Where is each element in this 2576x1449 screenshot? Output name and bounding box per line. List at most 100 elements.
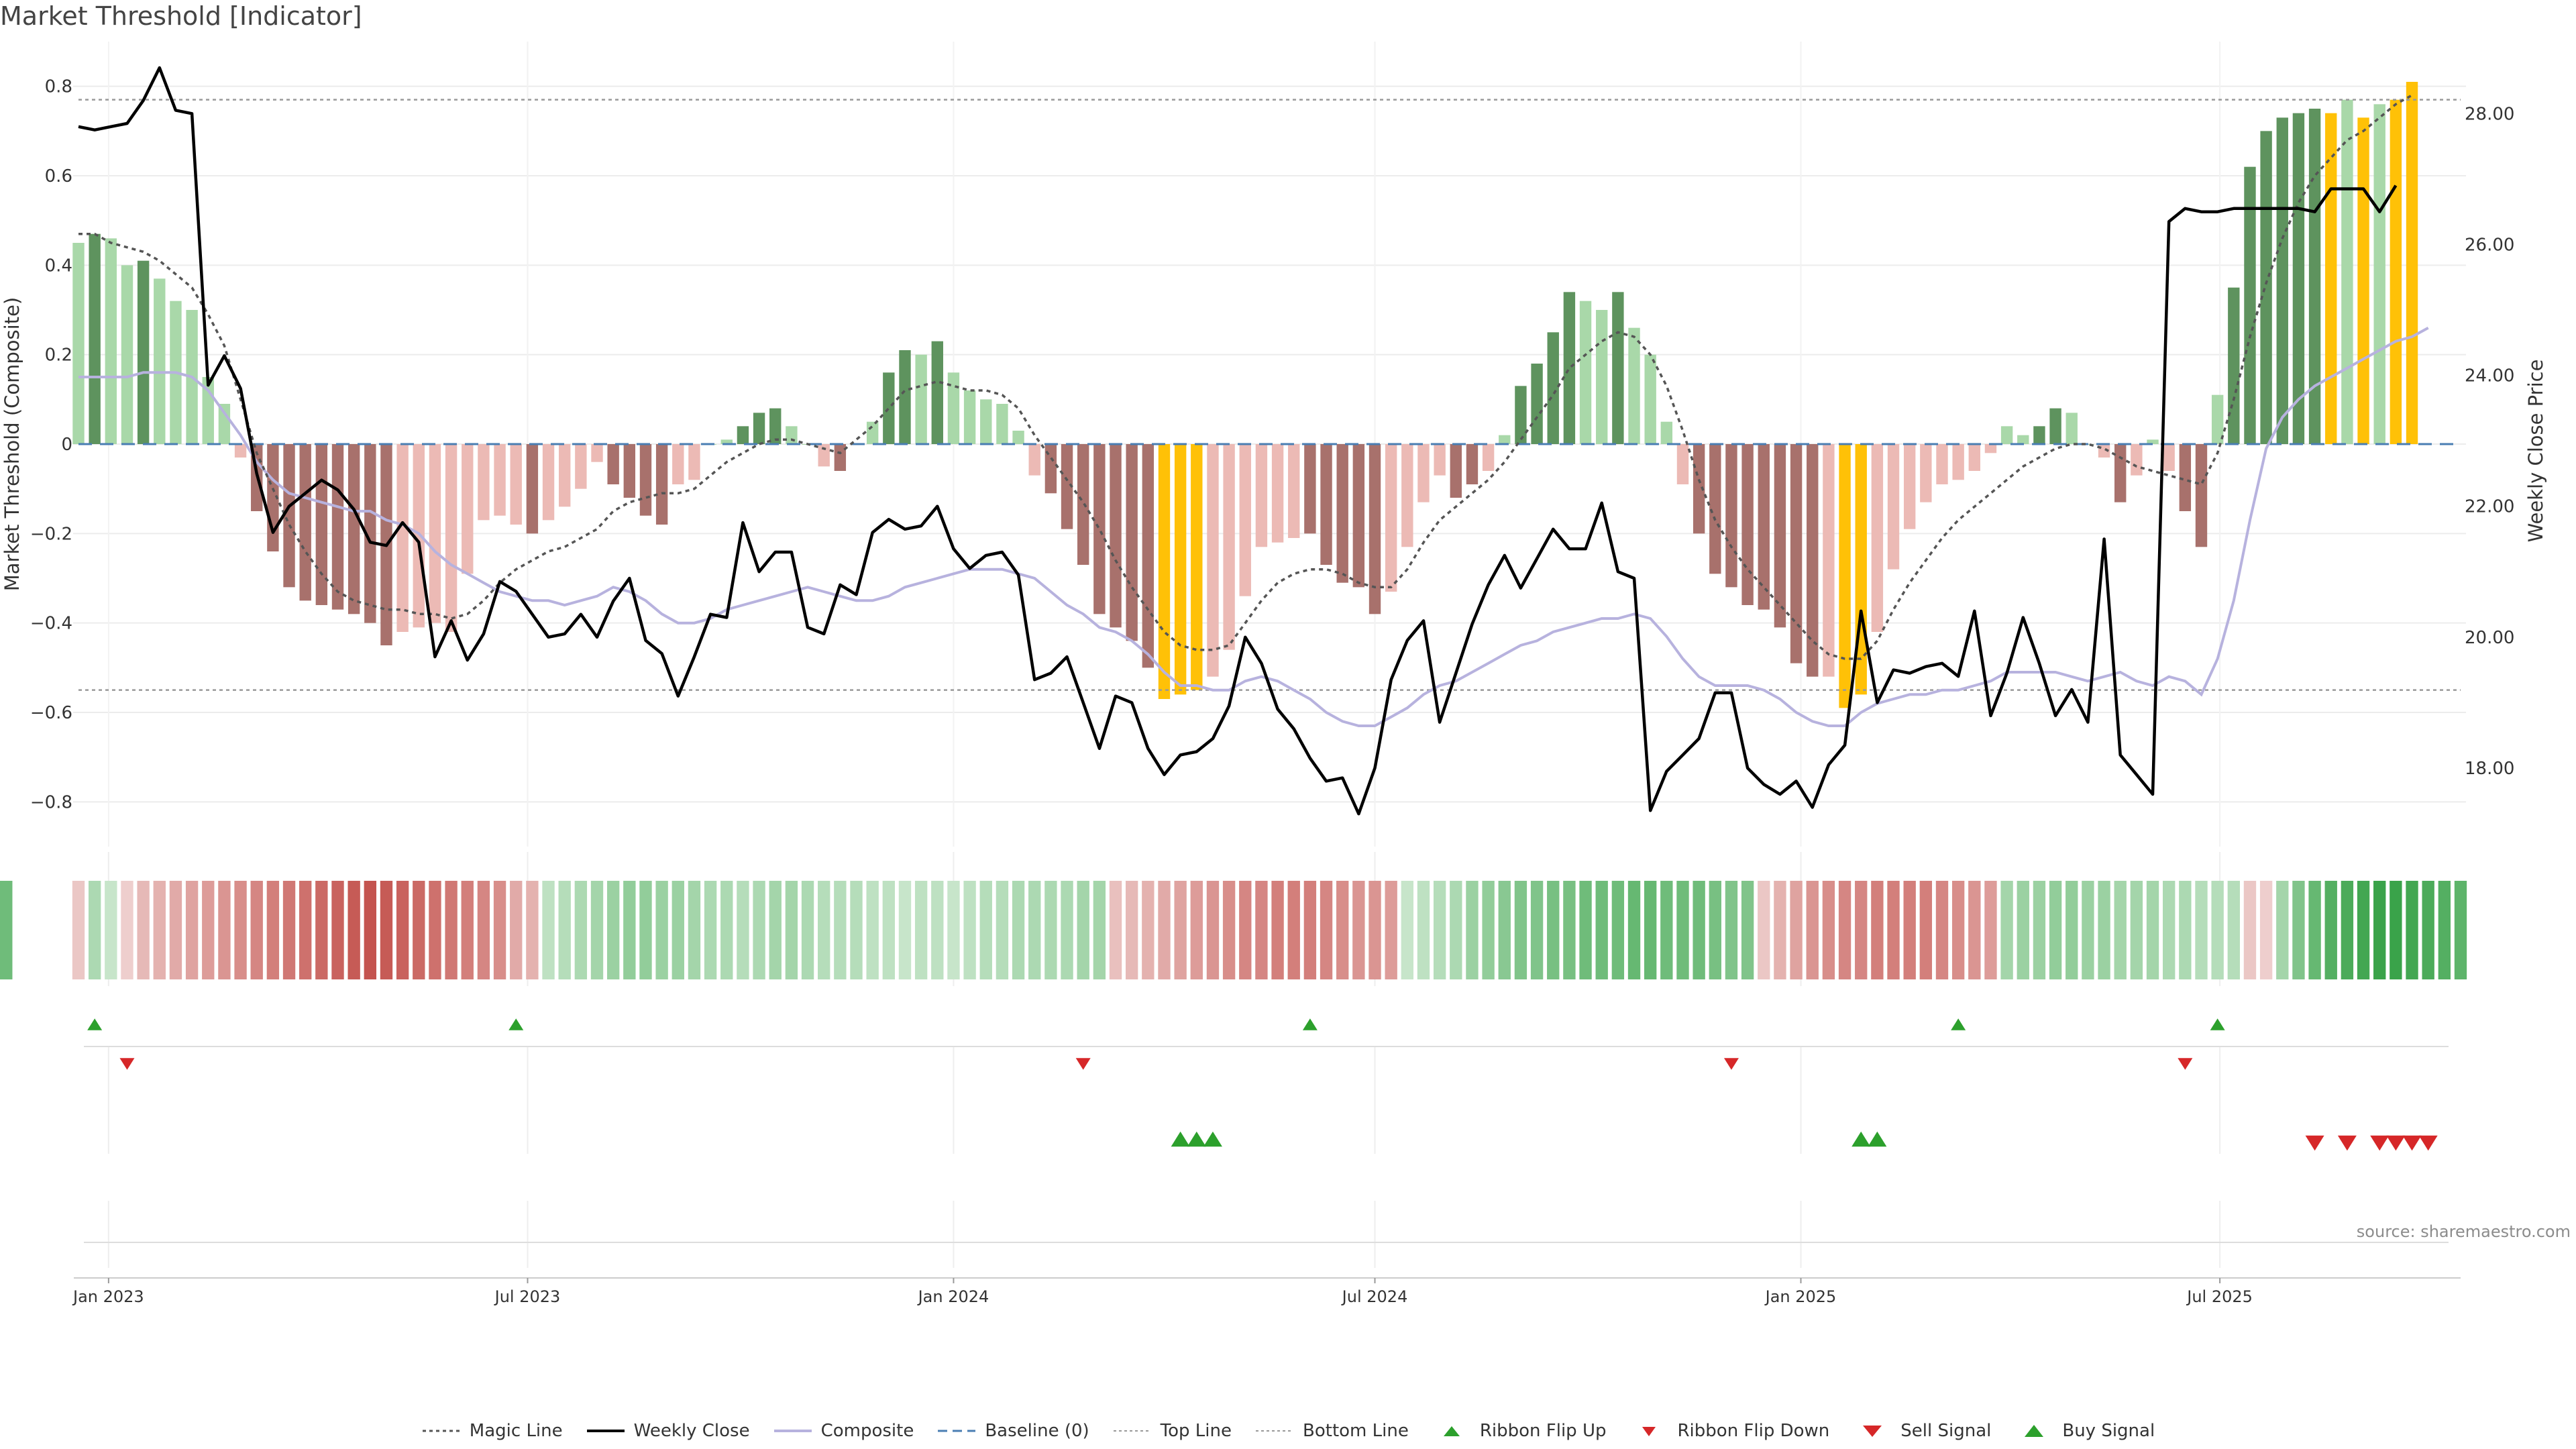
composite-bar (315, 444, 328, 605)
ribbon-cell (121, 881, 133, 979)
legend-green-triangle-up-large-icon (2025, 1425, 2044, 1437)
ribbon-cell (1887, 881, 1900, 979)
composite-bar (1887, 444, 1900, 570)
composite-bar (283, 444, 295, 588)
ribbon-cell (1903, 881, 1916, 979)
x-tick-label: Jul 2023 (494, 1287, 561, 1306)
y-tick-label: 0.4 (45, 256, 72, 276)
composite-bar (1563, 292, 1576, 444)
ribbon-cell (2130, 881, 2143, 979)
ribbon-cell (1433, 881, 1446, 979)
y-axis-label: Market Threshold (Composite) (1, 297, 23, 591)
composite-bar (1758, 444, 1770, 610)
ribbon-cell (1174, 881, 1187, 979)
composite-bar (2276, 117, 2288, 445)
ribbon-cell (1725, 881, 1738, 979)
composite-bar (1158, 444, 1171, 699)
y2-axis-label: Weekly Close Price (2524, 360, 2547, 543)
y2-tick-label: 26.00 (2465, 235, 2514, 255)
composite-bar (818, 444, 830, 467)
ribbon-cell (542, 881, 555, 979)
ribbon-cell (1352, 881, 1365, 979)
ribbon-cell (2454, 881, 2467, 979)
legend-label: Magic Line (469, 1421, 563, 1441)
composite-bar (753, 413, 765, 444)
composite-bar (1547, 332, 1559, 444)
composite-bar (672, 444, 684, 484)
ribbon-cell (2422, 881, 2434, 979)
ribbon-cell (1255, 881, 1268, 979)
ribbon-flip-down-marker (119, 1058, 135, 1070)
composite-bar (1515, 386, 1527, 444)
composite-bar (1191, 444, 1203, 690)
composite-line (78, 326, 2429, 727)
composite-bar (1093, 444, 1106, 614)
ribbon-cell (1790, 881, 1803, 979)
ribbon-cell (1919, 881, 1933, 979)
composite-bar (2114, 444, 2127, 502)
ribbon-cell (2259, 881, 2273, 979)
ribbon-cell (1385, 881, 1397, 979)
ribbon-cell (88, 881, 101, 979)
ribbon-cell (1158, 881, 1171, 979)
composite-bar (1903, 444, 1916, 529)
ribbon-cell (1044, 881, 1057, 979)
x-tick-label: Jul 2024 (1341, 1287, 1408, 1306)
ribbon-cell (526, 881, 539, 979)
ribbon-cell (558, 881, 571, 979)
composite-bar (1984, 444, 1997, 453)
ribbon-cell (396, 881, 409, 979)
ribbon-cell (1676, 881, 1689, 979)
ribbon-cell (266, 881, 280, 979)
ribbon-cell (0, 881, 13, 979)
x-tick-label: Jan 2024 (917, 1287, 989, 1306)
composite-bar (558, 444, 571, 507)
ribbon-cell (1498, 881, 1511, 979)
source-credit: source: sharemaestro.com (2356, 1222, 2571, 1241)
legend-thin-dotted-line-icon (1256, 1430, 1293, 1432)
ribbon-cell (737, 881, 749, 979)
buy-signal-marker (1171, 1131, 1190, 1147)
ribbon-cell (282, 881, 296, 979)
ribbon-cell (688, 881, 701, 979)
ribbon-cell (315, 881, 328, 979)
composite-bar (1271, 444, 1284, 543)
ribbon-cell (1368, 881, 1381, 979)
composite-bar (688, 444, 700, 480)
ribbon-cell (672, 881, 684, 979)
y-tick-label: 0.8 (45, 77, 72, 97)
composite-bar (2049, 408, 2061, 444)
ribbon-cell (1530, 881, 1544, 979)
ribbon-cell (1709, 881, 1721, 979)
legend-label: Composite (820, 1421, 914, 1441)
ribbon-cell (1968, 881, 1981, 979)
ribbon-cell (1417, 881, 1430, 979)
ribbon-cell (931, 881, 944, 979)
composite-bar (720, 439, 733, 444)
ribbon-cell (1579, 881, 1592, 979)
composite-bar (2163, 444, 2175, 471)
legend-item: Top Line (1112, 1421, 1232, 1441)
composite-bar (1920, 444, 1932, 502)
axes: 0.8 0.6 0.4 0.2 0 −0.2 −0.4 −0.6 −0.8 28.00 26.00 2… (1, 77, 2547, 1306)
composite-bar (1596, 310, 1608, 444)
sell-signal-marker (2402, 1135, 2422, 1151)
ribbon-cell (1741, 881, 1754, 979)
composite-bar (1871, 444, 1884, 632)
ribbon-cell (153, 881, 166, 979)
composite-bar (1012, 431, 1024, 444)
composite-bar (2179, 444, 2192, 511)
ribbon-cell (623, 881, 636, 979)
sell-signal-marker (2305, 1135, 2324, 1151)
legend-item: Sell Signal (1852, 1421, 1991, 1441)
legend-item: Baseline (0) (936, 1421, 1089, 1441)
ribbon-cell (250, 881, 263, 979)
ribbon-cell (202, 881, 215, 979)
y2-tick-label: 24.00 (2465, 366, 2514, 386)
series-lines (78, 66, 2461, 816)
composite-bar (234, 444, 247, 458)
ribbon-cell (1109, 881, 1122, 979)
composite-bar (2065, 413, 2078, 444)
y-tick-label: −0.4 (30, 614, 72, 634)
ribbon-cell (1287, 881, 1300, 979)
